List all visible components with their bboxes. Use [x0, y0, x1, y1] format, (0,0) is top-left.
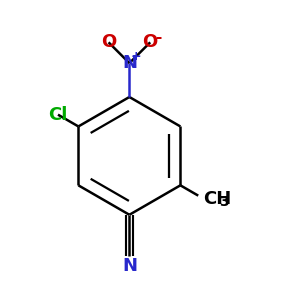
Text: N: N [122, 54, 137, 72]
Text: -: - [155, 29, 162, 44]
Text: Cl: Cl [48, 106, 68, 124]
Text: O: O [101, 33, 116, 51]
Text: N: N [122, 257, 137, 275]
Text: +: + [130, 50, 141, 63]
Text: CH: CH [203, 190, 232, 208]
Text: 3: 3 [220, 195, 229, 209]
Text: O: O [142, 33, 158, 51]
